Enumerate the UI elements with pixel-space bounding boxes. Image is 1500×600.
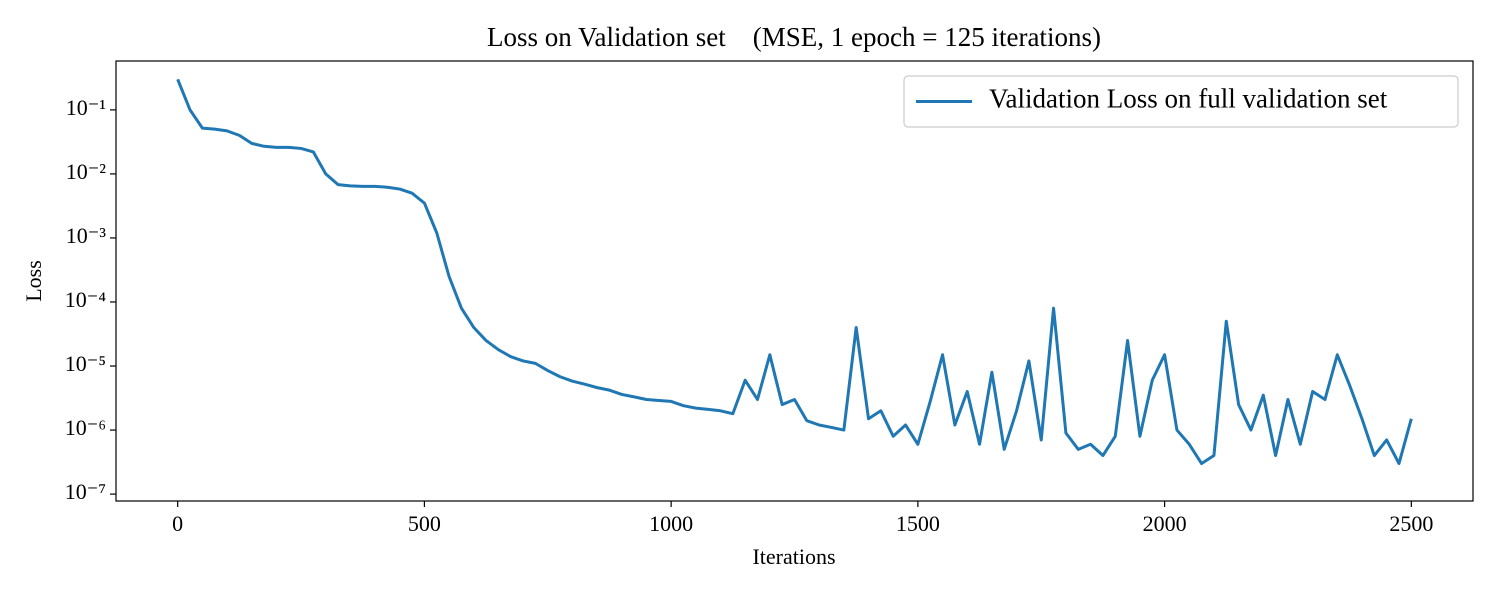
legend-label: Validation Loss on full validation set: [989, 84, 1388, 114]
y-tick-label: 10⁻⁶: [65, 415, 106, 440]
y-tick-label: 10⁻²: [66, 159, 107, 184]
y-axis-label: Loss: [21, 260, 46, 302]
x-tick-label: 1000: [649, 511, 693, 536]
x-tick-label: 0: [172, 511, 183, 536]
plot-frame: [115, 60, 1474, 502]
x-tick-label: 1500: [896, 511, 940, 536]
y-tick-label: 10⁻³: [66, 223, 107, 248]
x-tick-label: 2000: [1143, 511, 1187, 536]
x-axis-label: Iterations: [752, 544, 835, 569]
y-tick-label: 10⁻⁵: [65, 351, 106, 376]
y-tick-label: 10⁻¹: [66, 95, 106, 120]
y-tick-label: 10⁻⁷: [65, 479, 106, 504]
x-tick-label: 500: [408, 511, 441, 536]
chart-title: Loss on Validation set (MSE, 1 epoch = 1…: [487, 22, 1101, 52]
y-tick-label: 10⁻⁴: [65, 287, 107, 312]
legend-box: [903, 75, 1459, 128]
data-line: [176, 78, 1413, 466]
x-tick-label: 2500: [1389, 511, 1433, 536]
